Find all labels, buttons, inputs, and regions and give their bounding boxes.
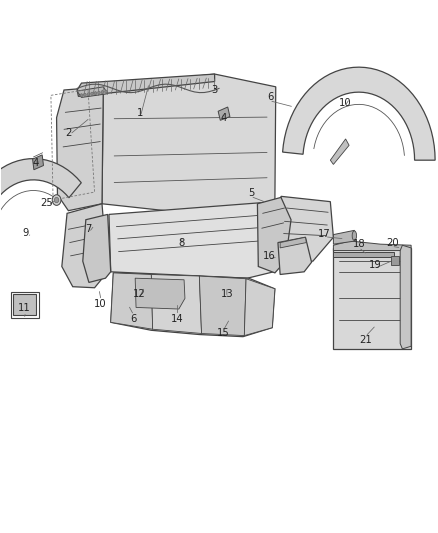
Polygon shape xyxy=(330,139,349,165)
Text: 25: 25 xyxy=(40,198,53,208)
Polygon shape xyxy=(258,197,291,273)
Polygon shape xyxy=(62,204,108,288)
Polygon shape xyxy=(13,294,36,316)
Circle shape xyxy=(98,91,100,94)
Text: 21: 21 xyxy=(359,335,371,345)
Text: 6: 6 xyxy=(131,313,137,324)
Polygon shape xyxy=(218,107,230,120)
Circle shape xyxy=(105,90,107,93)
Polygon shape xyxy=(135,278,185,309)
Text: 7: 7 xyxy=(85,224,91,235)
Polygon shape xyxy=(278,237,311,274)
Text: 3: 3 xyxy=(212,85,218,95)
Circle shape xyxy=(80,94,83,97)
Text: 14: 14 xyxy=(171,313,184,324)
Polygon shape xyxy=(280,237,306,248)
Text: 4: 4 xyxy=(220,112,226,123)
Polygon shape xyxy=(199,276,246,336)
Text: 10: 10 xyxy=(339,98,351,108)
Polygon shape xyxy=(111,273,275,337)
Text: 16: 16 xyxy=(263,251,276,261)
Text: 4: 4 xyxy=(32,158,39,168)
Polygon shape xyxy=(109,201,284,278)
Text: 2: 2 xyxy=(65,127,71,138)
Polygon shape xyxy=(102,74,276,216)
Polygon shape xyxy=(333,252,394,257)
Polygon shape xyxy=(77,87,108,98)
Polygon shape xyxy=(77,74,215,96)
Polygon shape xyxy=(283,67,435,160)
Polygon shape xyxy=(392,256,399,265)
Text: 8: 8 xyxy=(179,238,185,247)
Text: 5: 5 xyxy=(248,188,255,198)
Text: 1: 1 xyxy=(137,108,144,118)
Circle shape xyxy=(84,93,86,96)
Polygon shape xyxy=(0,159,81,282)
Text: 19: 19 xyxy=(369,261,381,270)
Text: 20: 20 xyxy=(386,238,399,247)
Text: 15: 15 xyxy=(217,328,230,338)
Polygon shape xyxy=(83,214,111,282)
Polygon shape xyxy=(333,241,411,251)
Polygon shape xyxy=(333,248,411,349)
Polygon shape xyxy=(280,196,333,261)
Circle shape xyxy=(91,92,93,95)
Text: 18: 18 xyxy=(353,239,366,249)
Text: 9: 9 xyxy=(23,228,29,238)
Polygon shape xyxy=(57,87,103,211)
Polygon shape xyxy=(111,273,152,329)
Circle shape xyxy=(52,195,61,205)
Text: 13: 13 xyxy=(221,289,233,299)
Text: 12: 12 xyxy=(133,289,146,299)
Text: 6: 6 xyxy=(267,92,274,102)
Text: 10: 10 xyxy=(94,298,106,309)
Circle shape xyxy=(87,93,90,96)
Ellipse shape xyxy=(352,231,357,240)
Polygon shape xyxy=(244,279,275,336)
Text: 17: 17 xyxy=(318,229,331,239)
Polygon shape xyxy=(333,230,355,244)
Circle shape xyxy=(101,91,104,94)
Circle shape xyxy=(94,92,97,95)
Polygon shape xyxy=(151,274,201,334)
Polygon shape xyxy=(400,245,411,349)
Text: 11: 11 xyxy=(18,303,31,313)
Circle shape xyxy=(54,197,59,203)
Polygon shape xyxy=(32,155,43,169)
